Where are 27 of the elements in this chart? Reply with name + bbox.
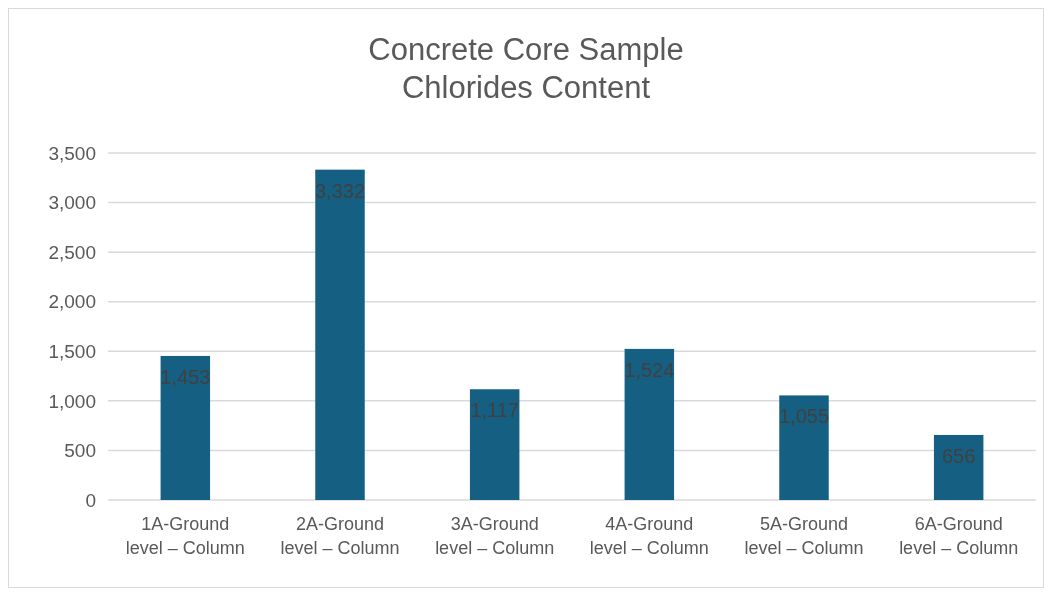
y-tick-label: 500	[64, 440, 96, 462]
data-label: 1,524	[624, 358, 675, 381]
x-tick-label: 2A-Ground level – Column	[280, 514, 400, 558]
y-tick-label: 2,000	[48, 291, 96, 313]
chart-title: Concrete Core Sample Chlorides Content	[368, 32, 684, 105]
y-tick-label: 1,500	[48, 340, 96, 362]
bar	[779, 395, 829, 500]
data-label: 1,055	[778, 405, 830, 428]
x-tick-label: 1A-Ground level – Column	[125, 514, 245, 558]
bar	[624, 348, 675, 500]
x-tick-label: 5A-Ground level – Column	[744, 514, 864, 558]
bar	[160, 355, 211, 500]
data-label: 1,117	[470, 399, 519, 422]
y-tick-label: 3,000	[48, 192, 96, 214]
data-label: 1,453	[160, 365, 211, 388]
bar	[469, 389, 520, 500]
data-label: 656	[941, 444, 976, 467]
data-label: 3,332	[314, 179, 366, 202]
y-tick-label: 3,500	[48, 142, 96, 164]
x-tick-label: 6A-Ground level – Column	[899, 514, 1019, 558]
x-tick-label: 4A-Ground level – Column	[589, 514, 709, 558]
y-tick-label: 1,000	[48, 390, 96, 412]
bar	[315, 169, 365, 500]
y-tick-label: 0	[85, 489, 96, 511]
bar	[933, 434, 984, 500]
x-tick-label: 3A-Ground level – Column	[435, 514, 555, 558]
y-tick-label: 2,500	[48, 241, 96, 263]
